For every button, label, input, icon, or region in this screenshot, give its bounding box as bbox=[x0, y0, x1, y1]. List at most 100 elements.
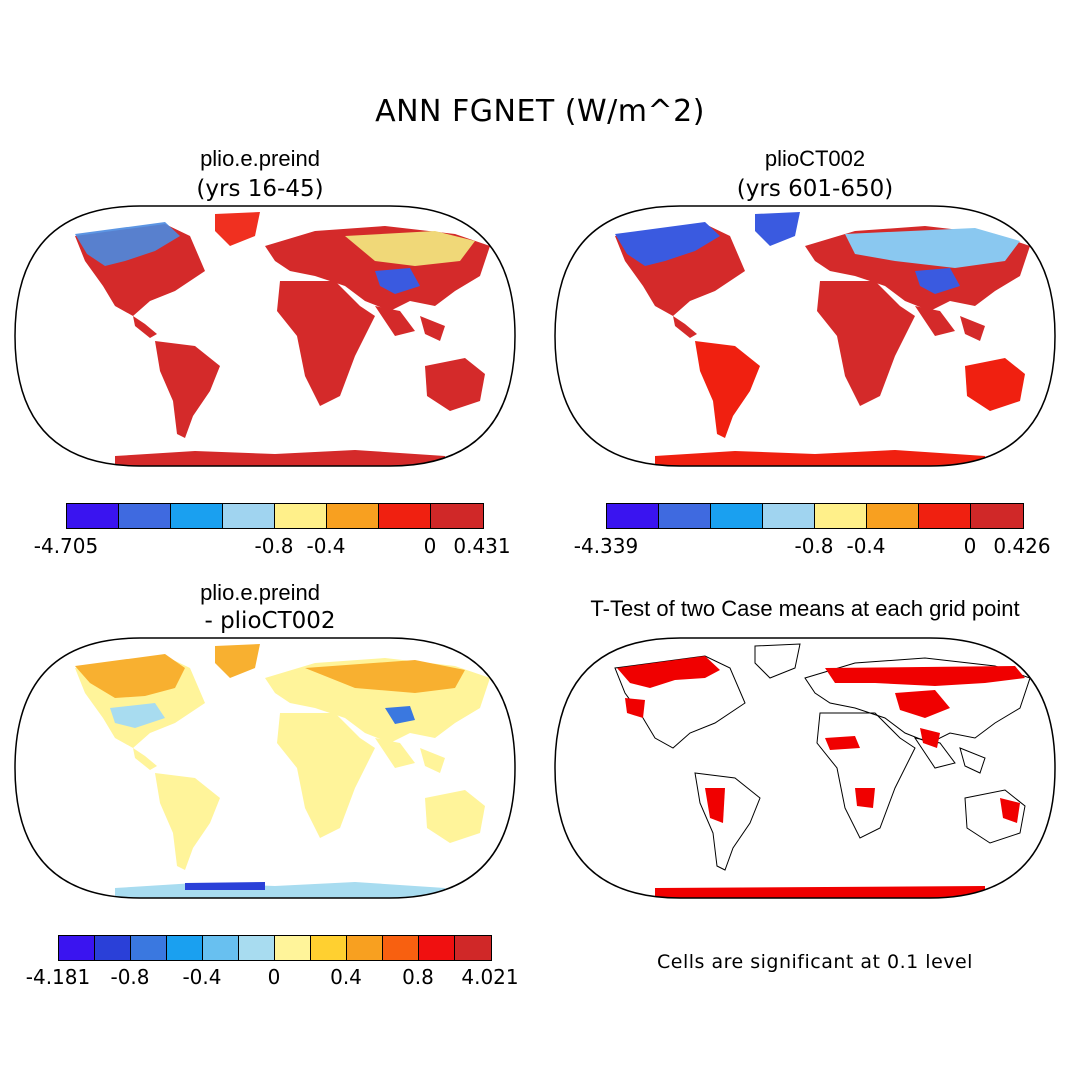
colorbar-cell bbox=[659, 504, 711, 528]
map-content-tr bbox=[615, 212, 1030, 466]
figure-title: ANN FGNET (W/m^2) bbox=[375, 94, 705, 129]
colorbar-tick-label: 0.426 bbox=[993, 534, 1051, 558]
cold-region-tibet bbox=[915, 268, 960, 294]
coast-africa bbox=[816, 712, 916, 839]
colorbar-tick-label: 0.431 bbox=[453, 534, 511, 558]
land-south-asia bbox=[375, 306, 445, 341]
colorbar-tick-label: 4.021 bbox=[461, 965, 519, 989]
colorbar-cell bbox=[238, 936, 275, 960]
map-content-tl bbox=[75, 212, 490, 466]
colorbar-tick-label: 0.4 bbox=[330, 965, 362, 989]
colorbar-cell bbox=[202, 936, 239, 960]
significance-note: Cells are significant at 0.1 level bbox=[657, 951, 973, 973]
colorbar-cell bbox=[711, 504, 763, 528]
land-africa bbox=[277, 713, 375, 838]
colorbar-cell bbox=[130, 936, 167, 960]
coast-greenland bbox=[754, 643, 801, 679]
colorbar-cell bbox=[607, 504, 659, 528]
coast-south-america bbox=[694, 772, 761, 871]
land-greenland bbox=[755, 212, 800, 246]
colorbar-tick-label: 0.8 bbox=[402, 965, 434, 989]
colorbar-cell bbox=[431, 504, 483, 528]
colorbar-cell bbox=[119, 504, 171, 528]
colorbar-bl-labels: -4.181 -0.8 -0.4 0 0.4 0.8 4.021 bbox=[26, 965, 519, 989]
map-panel-bl bbox=[14, 637, 516, 899]
colorbar-cell bbox=[275, 504, 327, 528]
colorbar-cell bbox=[971, 504, 1023, 528]
sig-australia bbox=[1000, 798, 1020, 823]
land-central-america bbox=[133, 316, 157, 338]
warm-region-canada bbox=[75, 654, 185, 698]
land-australia bbox=[425, 358, 485, 411]
colorbar-cell bbox=[815, 504, 867, 528]
cool-region-tibet bbox=[385, 706, 415, 724]
land-south-asia bbox=[915, 306, 985, 341]
colorbar-cell bbox=[418, 936, 455, 960]
coast-eurasia bbox=[804, 657, 1031, 744]
panel-tr-title: plioCT002 bbox=[764, 146, 866, 171]
map-frame bbox=[554, 637, 1056, 899]
colorbar-tick-label: 0 bbox=[267, 965, 281, 989]
colorbar-tick-label: 0 bbox=[963, 534, 977, 558]
colorbar-tick-label: 0 bbox=[423, 534, 437, 558]
colorbar-tick-label: -4.705 bbox=[33, 534, 99, 558]
cold-region-tibet bbox=[375, 268, 420, 294]
colorbar-tr bbox=[606, 503, 1024, 529]
panel-bl-subtitle: - plioCT002 bbox=[204, 608, 336, 634]
colorbar-cell bbox=[346, 936, 383, 960]
sig-africa-sahel bbox=[825, 736, 860, 750]
land-greenland bbox=[215, 644, 260, 678]
colorbar-cell bbox=[327, 504, 379, 528]
colorbar-cell bbox=[919, 504, 971, 528]
sig-central-asia bbox=[895, 690, 950, 718]
colorbar-tick-label: -0.8 bbox=[110, 965, 150, 989]
land-south-america bbox=[695, 341, 760, 438]
colorbar-tr-labels: -4.339 -0.8 -0.4 0 0.426 bbox=[574, 534, 1051, 558]
cool-region-usa bbox=[110, 703, 165, 728]
colorbar-cell bbox=[310, 936, 347, 960]
colorbar-tick-label: -0.4 bbox=[306, 534, 346, 558]
colorbar-cell bbox=[454, 936, 491, 960]
colorbar-cell bbox=[94, 936, 131, 960]
land-south-america bbox=[155, 773, 220, 870]
coast-australia bbox=[964, 789, 1026, 844]
map-panel-tl bbox=[14, 205, 516, 467]
panel-tl-title: plio.e.preind bbox=[200, 146, 320, 171]
land-central-america bbox=[133, 748, 157, 770]
map-frame bbox=[14, 637, 516, 899]
map-content-br bbox=[614, 643, 1031, 898]
map-frame bbox=[14, 205, 516, 467]
panel-tr-subtitle: (yrs 601-650) bbox=[736, 176, 894, 202]
colorbar-cell bbox=[67, 504, 119, 528]
colorbar-cell bbox=[171, 504, 223, 528]
colorbar-tick-label: -0.4 bbox=[182, 965, 222, 989]
sig-africa-south bbox=[855, 788, 875, 808]
colorbar-tick-label: -4.181 bbox=[25, 965, 91, 989]
significant-cells bbox=[617, 656, 1025, 898]
warm-region-eurasia bbox=[305, 660, 465, 693]
colorbar-cell bbox=[867, 504, 919, 528]
cool-region-antarctica bbox=[185, 882, 265, 890]
cold-region-canada bbox=[75, 222, 180, 266]
land-central-america bbox=[673, 316, 697, 338]
colorbar-cell bbox=[274, 936, 311, 960]
sig-antarctica bbox=[655, 886, 985, 898]
sig-south-asia bbox=[920, 728, 940, 748]
colorbar-cell bbox=[379, 504, 431, 528]
colorbar-cell bbox=[223, 504, 275, 528]
cold-region-siberia bbox=[845, 228, 1020, 268]
colorbar-cell bbox=[763, 504, 815, 528]
colorbar-cell bbox=[166, 936, 203, 960]
sig-south-america bbox=[705, 788, 725, 823]
land-africa bbox=[277, 281, 375, 406]
colorbar-tick-label: -0.8 bbox=[254, 534, 294, 558]
sig-canada bbox=[617, 656, 720, 688]
sig-eurasia-north bbox=[825, 666, 1025, 686]
land-antarctica bbox=[655, 450, 985, 466]
land-australia bbox=[965, 358, 1025, 411]
colorbar-tl-labels: -4.705 -0.8 -0.4 0 0.431 bbox=[34, 534, 511, 558]
panel-br-title: T-Test of two Case means at each grid po… bbox=[590, 596, 1020, 621]
land-greenland bbox=[215, 212, 260, 246]
colorbar-cell bbox=[59, 936, 95, 960]
land-antarctica bbox=[115, 450, 445, 466]
